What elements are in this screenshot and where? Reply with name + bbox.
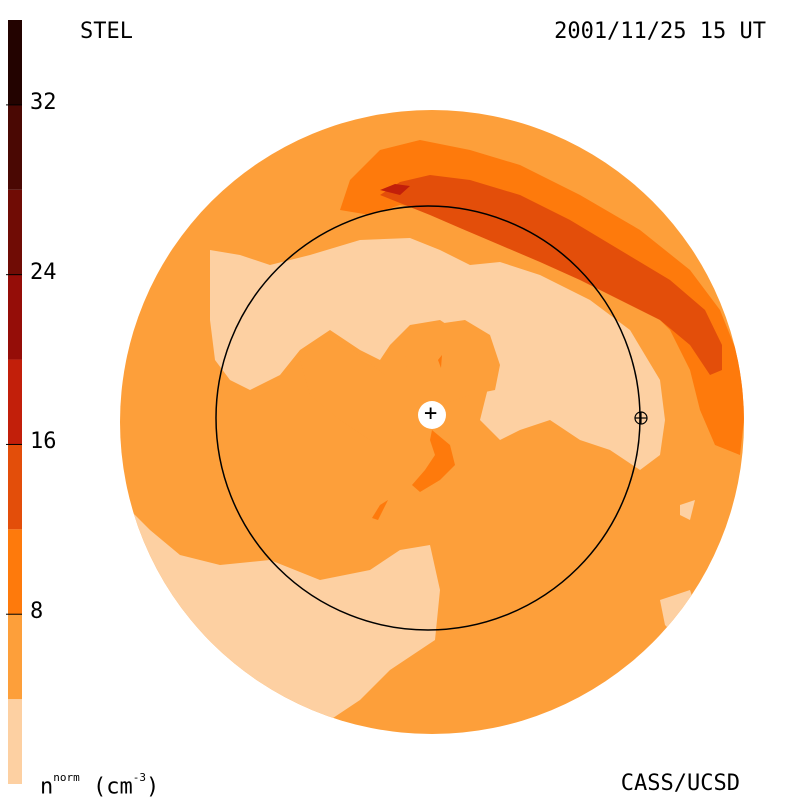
contour-mid-center (405, 320, 500, 405)
colorbar-level-5 (8, 274, 22, 360)
colorbar-level-2 (8, 529, 22, 615)
unit-exponent: -3 (132, 771, 146, 784)
colorbar-level-8 (8, 20, 22, 105)
units-label: nnorm (cm-3) (40, 770, 159, 799)
contour-peak-blob (380, 184, 410, 195)
quantity-symbol: n (40, 774, 54, 800)
contour-mid-core (300, 335, 420, 440)
contour-high-sliver (372, 500, 388, 520)
contour-low-upper (210, 238, 665, 470)
quantity-superscript: norm (53, 771, 80, 784)
credit-label: CASS/UCSD (620, 771, 740, 796)
instrument-label: STEL (80, 19, 133, 44)
contour-low-right (680, 500, 695, 520)
colorbar-level-1 (8, 614, 22, 700)
unit-close: ) (146, 774, 160, 800)
timestamp-label: 2001/11/25 15 UT (554, 19, 766, 44)
density-disc (120, 110, 744, 734)
sun-marker (418, 401, 446, 429)
colorbar-tick-label: 16 (30, 429, 57, 455)
unit-base: (cm (93, 774, 133, 800)
colorbar-level-7 (8, 104, 22, 190)
colorbar (6, 20, 22, 784)
colorbar-tick-label: 8 (30, 599, 44, 625)
colorbar-level-0 (8, 699, 22, 784)
contour-peak-streak (380, 175, 722, 375)
colorbar-tick-label: 24 (30, 259, 57, 285)
colorbar-tick-label: 32 (30, 89, 57, 115)
earth-icon (634, 411, 648, 425)
colorbar-level-3 (8, 444, 22, 530)
contour-high-tick (438, 355, 442, 368)
colorbar-level-4 (8, 359, 22, 445)
colorbar-level-6 (8, 189, 22, 275)
contour-high-streamer (412, 430, 455, 492)
sun-marker-label: + (424, 401, 438, 426)
